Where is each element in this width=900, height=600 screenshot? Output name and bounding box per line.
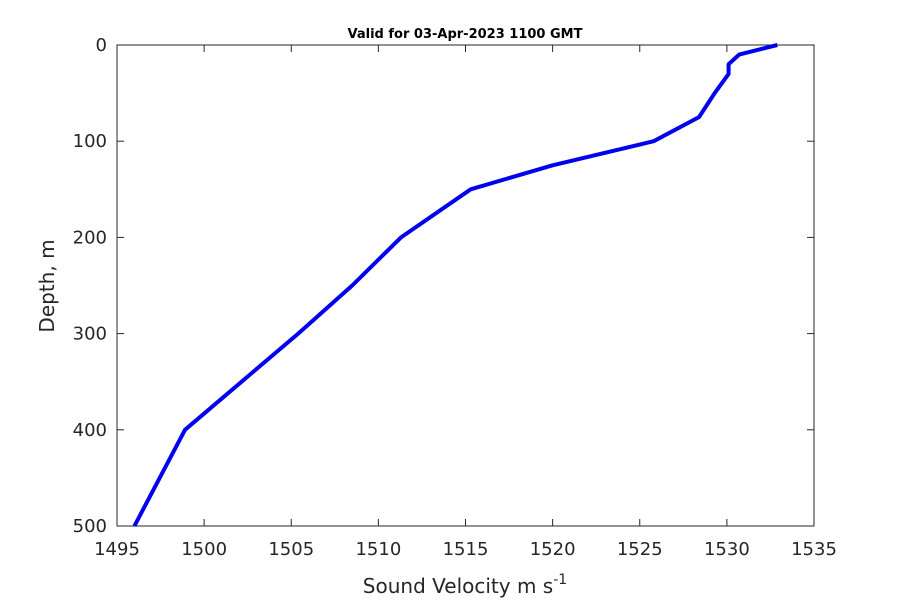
- x-tick-label-2: 1505: [268, 539, 314, 560]
- y-tick-label-2: 200: [73, 227, 107, 248]
- x-axis-title-superscript: -1: [553, 572, 567, 588]
- x-tick-label-1: 1500: [181, 539, 227, 560]
- x-axis-title-text: Sound Velocity m s: [363, 574, 553, 598]
- y-tick-label-1: 100: [73, 131, 107, 152]
- y-tick-label-0: 0: [96, 35, 107, 56]
- x-tick-label-8: 1535: [791, 539, 837, 560]
- y-tick-label-4: 400: [73, 420, 107, 441]
- chart-title: Valid for 03-Apr-2023 1100 GMT: [348, 27, 583, 42]
- x-tick-label-4: 1515: [443, 539, 489, 560]
- series-layer: [132, 43, 778, 527]
- x-axis: 1495 1500 1505 1510 1515 1520 1525 1530 1535: [94, 45, 837, 560]
- y-tick-label-3: 300: [73, 324, 107, 345]
- y-axis: 0 100 200 300 400 500: [73, 35, 814, 537]
- x-tick-label-0: 1495: [94, 539, 140, 560]
- x-tick-label-6: 1525: [617, 539, 663, 560]
- sound-velocity-line-0: [132, 43, 778, 527]
- x-tick-label-3: 1510: [355, 539, 401, 560]
- plot-area: [116, 44, 815, 527]
- y-tick-label-5: 500: [73, 516, 107, 537]
- x-tick-label-7: 1530: [704, 539, 750, 560]
- x-tick-label-5: 1520: [530, 539, 576, 560]
- y-axis-title: Depth, m: [35, 239, 59, 332]
- x-axis-title: Sound Velocity m s-1: [363, 572, 567, 598]
